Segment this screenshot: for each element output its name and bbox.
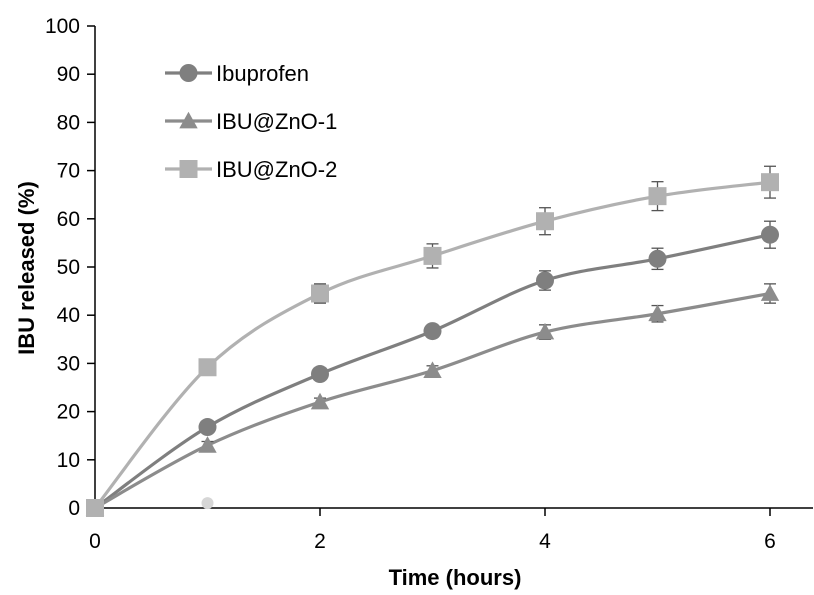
data-point <box>198 418 217 437</box>
data-point <box>536 212 554 231</box>
legend-label: IBU@ZnO-1 <box>216 109 337 134</box>
data-point <box>423 361 442 378</box>
legend-marker <box>179 111 198 129</box>
x-tick-label: 0 <box>89 530 101 553</box>
x-tick-label: 2 <box>314 530 326 553</box>
y-tick-label: 0 <box>68 497 80 520</box>
data-point <box>760 284 780 301</box>
data-point <box>310 392 330 410</box>
legend-label: Ibuprofen <box>216 61 309 86</box>
legend-marker <box>179 160 198 178</box>
y-tick-label: 80 <box>57 111 80 134</box>
x-axis-label: Time (hours) <box>389 565 522 590</box>
y-tick-label: 60 <box>57 208 80 231</box>
legend-item: IBU@ZnO-2 <box>165 157 337 182</box>
series-2 <box>85 283 780 516</box>
legend-item: Ibuprofen <box>165 61 309 86</box>
data-point <box>198 358 217 377</box>
x-tick-label: 6 <box>764 530 776 553</box>
data-point <box>86 499 104 517</box>
data-point <box>648 187 667 206</box>
data-point <box>311 365 329 384</box>
data-point <box>536 271 554 290</box>
y-tick-label: 20 <box>57 401 80 424</box>
series-layer <box>85 165 780 517</box>
y-axis-label: IBU released (%) <box>14 181 39 355</box>
data-point <box>198 436 217 453</box>
legend-label: IBU@ZnO-2 <box>216 157 337 182</box>
extra-data-point <box>201 497 214 510</box>
y-tick-label: 100 <box>45 15 80 38</box>
legend: Ibuprofen IBU@ZnO-1 IBU@ZnO-2 <box>165 61 337 182</box>
legend-item: IBU@ZnO-1 <box>165 109 337 134</box>
y-tick-label: 40 <box>57 304 80 327</box>
series-3 <box>86 165 779 517</box>
data-point <box>535 322 555 340</box>
y-tick-label: 30 <box>57 352 80 375</box>
data-point <box>648 304 667 322</box>
legend-marker <box>179 64 198 82</box>
data-point <box>761 173 779 192</box>
data-point <box>648 249 667 268</box>
y-tick-label: 10 <box>57 449 80 472</box>
data-point <box>423 246 442 265</box>
x-tick-label: 4 <box>539 530 551 553</box>
y-tick-label: 70 <box>57 160 80 183</box>
series-line <box>93 180 771 509</box>
y-tick-label: 90 <box>57 63 80 86</box>
series-1 <box>86 220 779 517</box>
data-point <box>761 225 779 244</box>
data-point <box>311 284 329 303</box>
y-tick-label: 50 <box>57 256 80 279</box>
axes-layer: 0 10 20 30 40 50 60 70 80 90 100 0 2 4 6 <box>45 15 813 553</box>
data-point <box>423 322 442 341</box>
